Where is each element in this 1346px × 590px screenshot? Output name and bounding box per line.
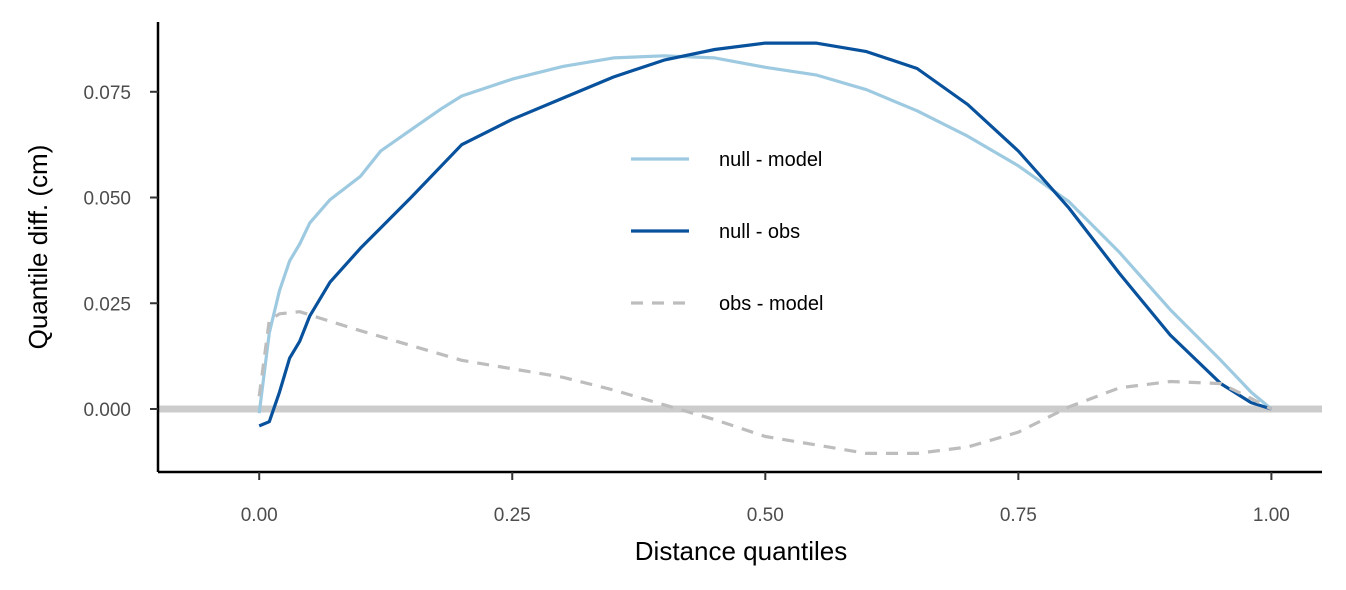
y-axis-title: Quantile diff. (cm) <box>23 145 53 350</box>
y-tick-label: 0.000 <box>83 400 131 421</box>
series-line-1 <box>257 54 1273 414</box>
series-line-2 <box>258 41 1272 428</box>
y-tick-label: 0.075 <box>83 83 131 104</box>
x-tick-label: 0.50 <box>747 505 784 526</box>
legend-label: null - model <box>719 149 822 171</box>
x-tick-label: 1.00 <box>1253 505 1290 526</box>
legend-label: obs - model <box>719 293 824 315</box>
x-tick-label: 0.00 <box>241 505 278 526</box>
series-line-3 <box>257 310 1273 455</box>
plot-area <box>158 41 1322 455</box>
legend: null - model null - obs obs - model <box>631 149 824 315</box>
y-tick-label: 0.050 <box>83 189 131 210</box>
y-tick-label: 0.025 <box>83 294 131 315</box>
axes: 0.00 0.25 0.50 0.75 1.00 0.000 0.025 0.050 0.075 <box>83 22 1322 526</box>
x-axis-title: Distance quantiles <box>635 536 847 566</box>
legend-label: null - obs <box>719 221 800 243</box>
x-tick-label: 0.25 <box>494 505 531 526</box>
x-tick-label: 0.75 <box>1000 505 1037 526</box>
